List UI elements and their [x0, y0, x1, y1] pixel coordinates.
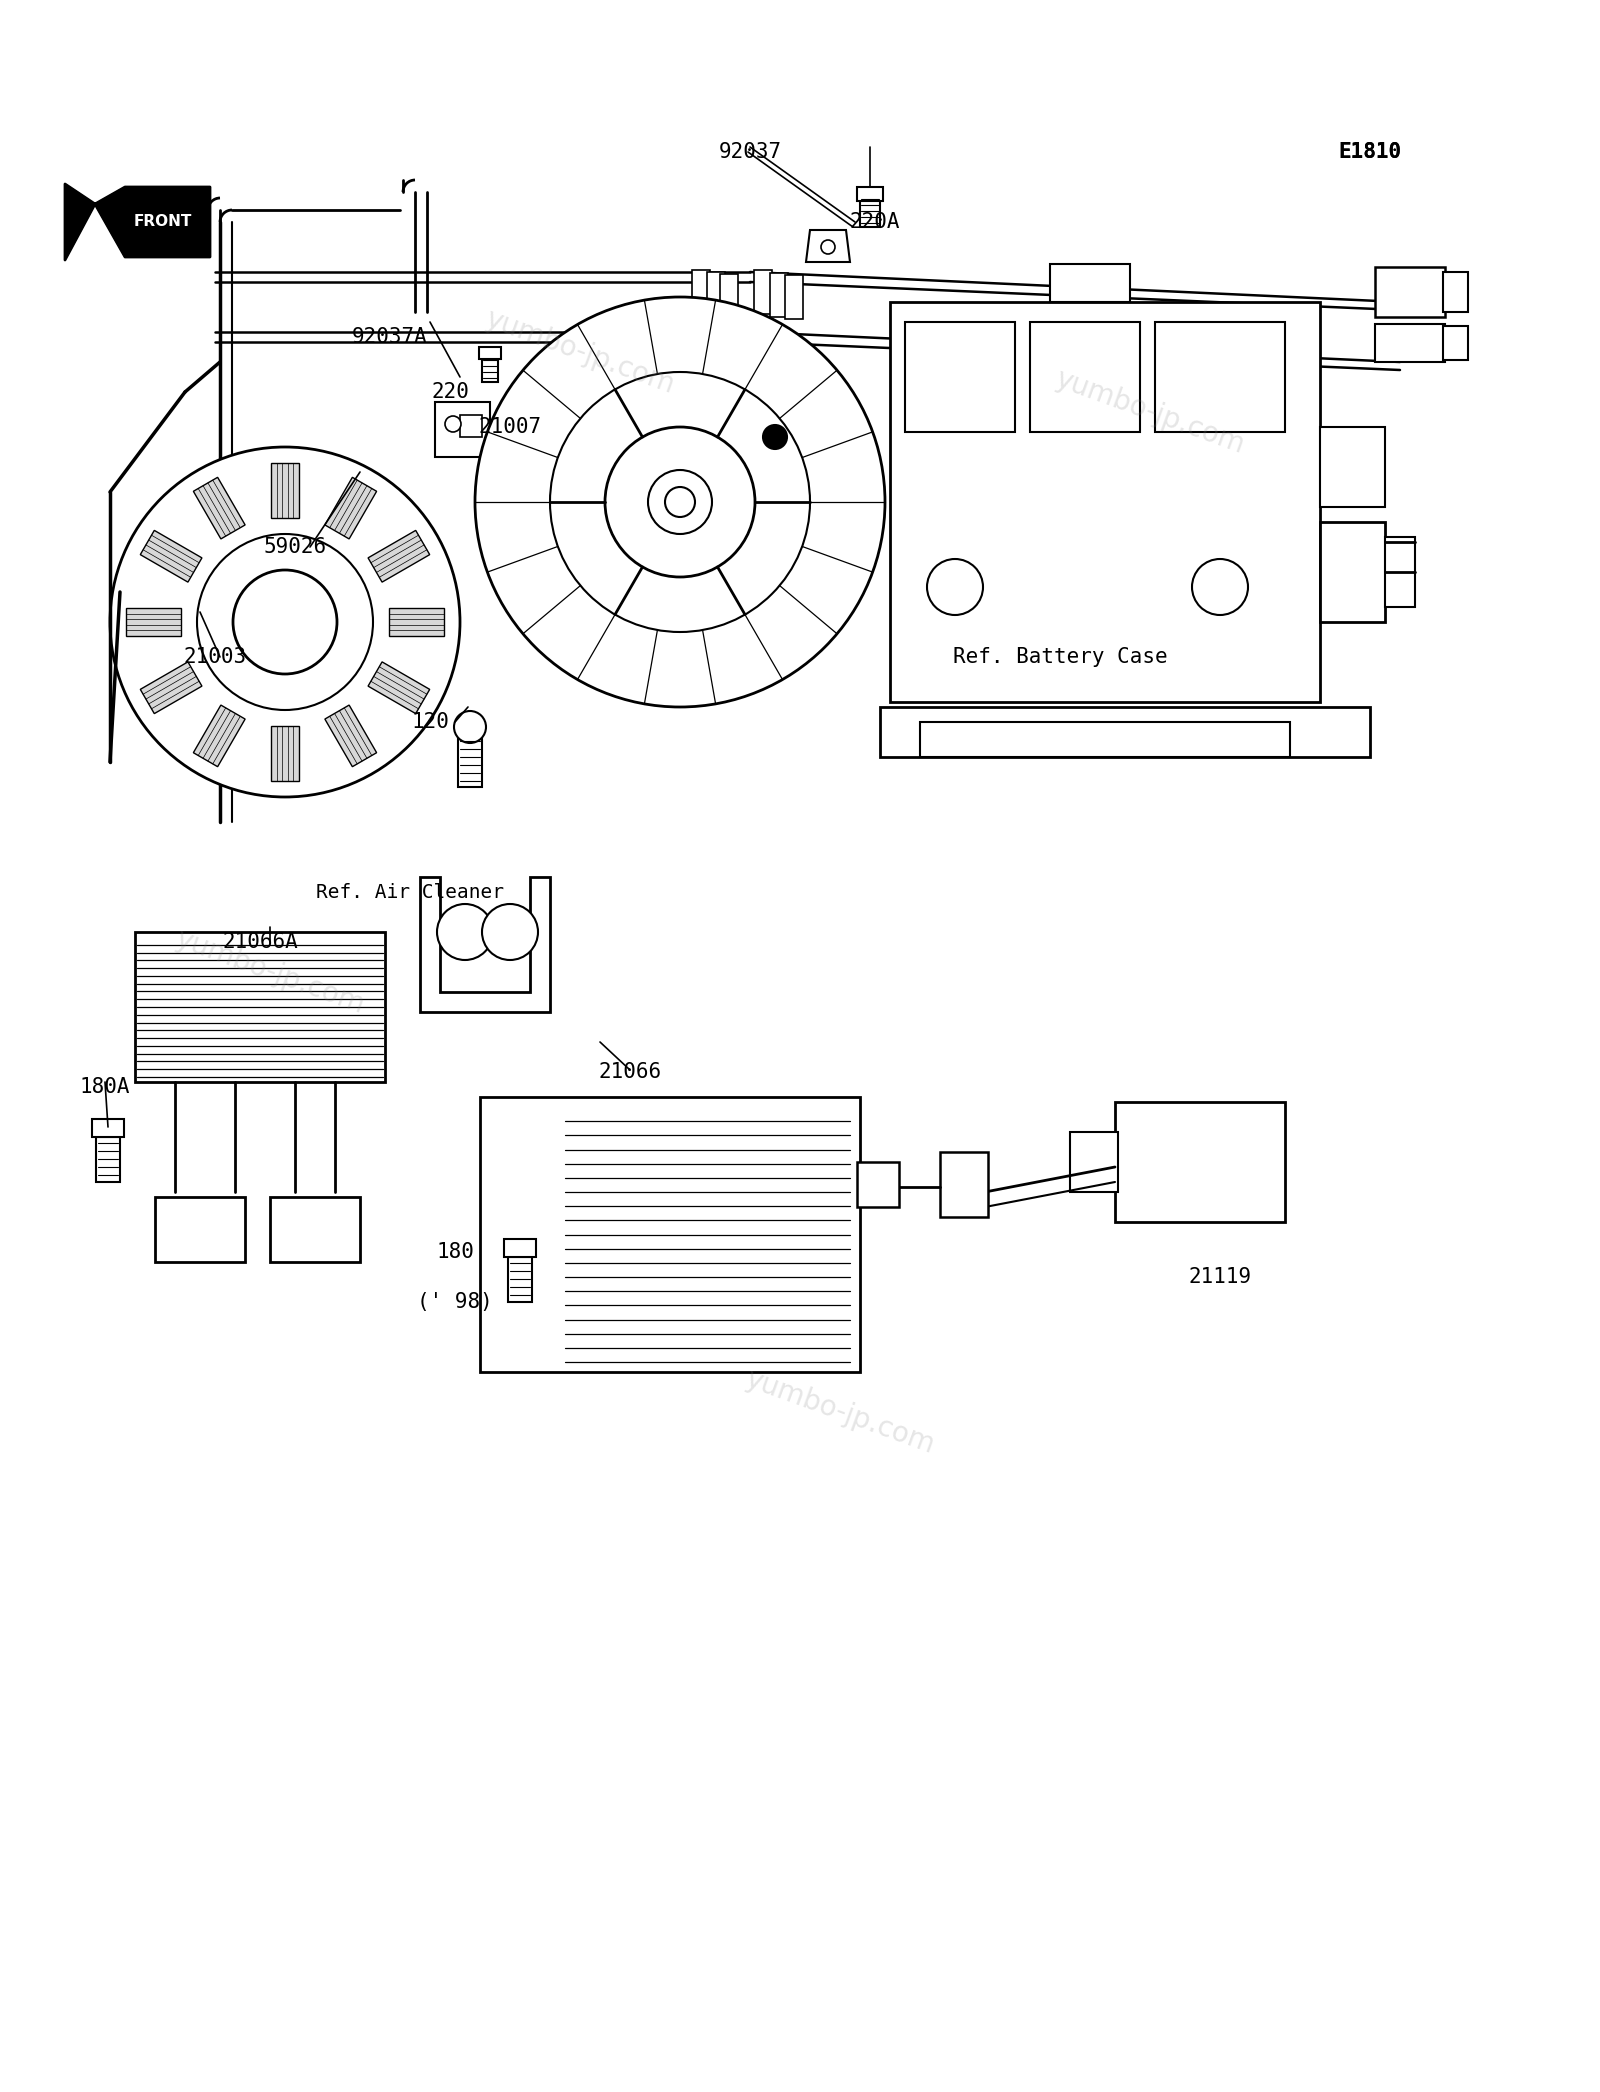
- Text: 21007: 21007: [478, 416, 541, 437]
- Bar: [1374, 324, 1445, 362]
- Text: yumbo-jp.com: yumbo-jp.com: [1051, 364, 1248, 460]
- Bar: [1115, 1102, 1285, 1222]
- Bar: [134, 933, 386, 1082]
- Bar: [270, 1197, 360, 1261]
- Bar: [1030, 322, 1139, 433]
- Bar: [504, 1238, 536, 1257]
- Polygon shape: [270, 462, 299, 519]
- Circle shape: [110, 448, 461, 797]
- Text: 59026: 59026: [264, 538, 326, 556]
- Text: 21003: 21003: [184, 646, 246, 667]
- Polygon shape: [194, 705, 245, 766]
- Polygon shape: [66, 184, 94, 259]
- Bar: [461, 414, 482, 437]
- Bar: [861, 199, 880, 228]
- Bar: [720, 274, 738, 318]
- Circle shape: [550, 372, 810, 632]
- Polygon shape: [94, 186, 210, 257]
- Polygon shape: [806, 230, 850, 262]
- Circle shape: [482, 904, 538, 960]
- Text: FRONT: FRONT: [134, 215, 192, 230]
- Bar: [707, 272, 725, 316]
- Bar: [1374, 268, 1445, 318]
- Bar: [1050, 264, 1130, 301]
- Circle shape: [666, 487, 694, 517]
- Bar: [480, 1096, 861, 1372]
- Text: 220A: 220A: [850, 211, 901, 232]
- Bar: [482, 358, 498, 383]
- Bar: [478, 347, 501, 360]
- Circle shape: [197, 533, 373, 709]
- Bar: [96, 1136, 120, 1182]
- Text: yumbo-jp.com: yumbo-jp.com: [171, 925, 368, 1019]
- Bar: [509, 1257, 531, 1301]
- Bar: [1070, 1132, 1118, 1192]
- Text: 21119: 21119: [1189, 1268, 1251, 1287]
- Circle shape: [234, 569, 338, 674]
- Circle shape: [821, 241, 835, 253]
- Polygon shape: [126, 609, 181, 636]
- Polygon shape: [325, 705, 376, 766]
- Text: 21066A: 21066A: [222, 933, 298, 952]
- Bar: [920, 722, 1290, 757]
- Text: Ref. Air Cleaner: Ref. Air Cleaner: [317, 883, 504, 902]
- Polygon shape: [141, 661, 202, 713]
- Text: E1810: E1810: [1339, 142, 1402, 161]
- Bar: [1155, 322, 1285, 433]
- Circle shape: [605, 427, 755, 577]
- Bar: [754, 270, 771, 314]
- Polygon shape: [194, 477, 245, 540]
- Circle shape: [1192, 559, 1248, 615]
- Circle shape: [454, 711, 486, 743]
- Polygon shape: [66, 184, 94, 259]
- Polygon shape: [270, 726, 299, 780]
- Bar: [93, 1119, 125, 1136]
- Text: yumbo-jp.com: yumbo-jp.com: [741, 1364, 939, 1460]
- Bar: [1443, 326, 1469, 360]
- Bar: [890, 301, 1320, 703]
- Polygon shape: [389, 609, 445, 636]
- Polygon shape: [94, 186, 210, 257]
- Bar: [691, 270, 710, 314]
- Circle shape: [648, 471, 712, 533]
- Text: (' 98): (' 98): [418, 1293, 493, 1312]
- Polygon shape: [419, 877, 550, 1013]
- Polygon shape: [141, 531, 202, 582]
- Bar: [880, 707, 1370, 757]
- Bar: [1320, 523, 1386, 621]
- Text: 92037A: 92037A: [352, 326, 427, 347]
- Circle shape: [445, 416, 461, 433]
- Bar: [858, 1161, 899, 1207]
- Circle shape: [763, 425, 787, 450]
- Text: E1810: E1810: [1339, 142, 1402, 161]
- Circle shape: [437, 904, 493, 960]
- Text: 180: 180: [437, 1243, 474, 1261]
- Bar: [941, 1153, 989, 1218]
- Polygon shape: [368, 531, 430, 582]
- Text: 92037: 92037: [718, 142, 781, 161]
- Bar: [155, 1197, 245, 1261]
- Bar: [786, 274, 803, 318]
- Bar: [435, 402, 490, 456]
- Polygon shape: [368, 661, 430, 713]
- Bar: [1320, 427, 1386, 506]
- Text: yumbo-jp.com: yumbo-jp.com: [482, 305, 678, 400]
- Text: 120: 120: [411, 711, 450, 732]
- Bar: [1386, 538, 1414, 607]
- Bar: [858, 186, 883, 201]
- Polygon shape: [325, 477, 376, 540]
- Bar: [1443, 272, 1469, 312]
- Bar: [906, 322, 1014, 433]
- Bar: [770, 272, 787, 318]
- Text: Ref. Battery Case: Ref. Battery Case: [952, 646, 1168, 667]
- Text: 220: 220: [430, 383, 469, 402]
- Text: 180A: 180A: [80, 1077, 130, 1096]
- Bar: [458, 738, 482, 787]
- Circle shape: [475, 297, 885, 707]
- Circle shape: [926, 559, 982, 615]
- Text: 21066: 21066: [598, 1063, 661, 1082]
